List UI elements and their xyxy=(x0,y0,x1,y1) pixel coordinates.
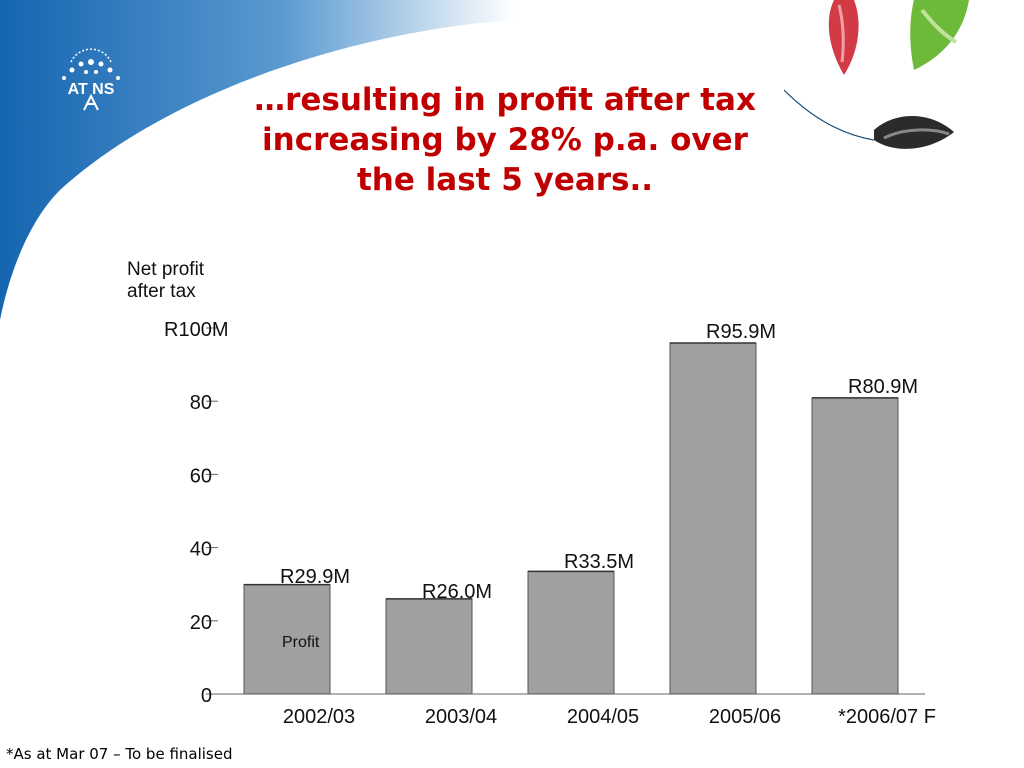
background-swoosh xyxy=(0,0,515,320)
bar xyxy=(527,570,615,695)
atns-logo: AT NS xyxy=(62,48,120,111)
data-label: R33.5M xyxy=(564,551,634,573)
y-tick-label: 80 xyxy=(190,392,212,414)
title-line-1: …resulting in profit after tax xyxy=(254,82,756,118)
slide-title: …resulting in profit after tax increasin… xyxy=(200,80,810,200)
x-tick-label: 2003/04 xyxy=(425,706,497,728)
y-tick-label: 0 xyxy=(201,685,212,707)
x-tick-label: 2002/03 xyxy=(283,706,355,728)
x-tick-label: 2004/05 xyxy=(567,706,639,728)
data-label: R29.9M xyxy=(280,566,350,588)
bar xyxy=(811,397,899,695)
bar xyxy=(243,584,331,695)
data-label: R26.0M xyxy=(422,581,492,603)
title-line-3: the last 5 years.. xyxy=(356,162,654,198)
title-line-2: increasing by 28% p.a. over xyxy=(262,122,748,158)
x-tick-label: 2005/06 xyxy=(709,706,781,728)
logo-text: AT NS xyxy=(68,81,115,98)
y-tick-label: 20 xyxy=(190,612,212,634)
footnote: *As at Mar 07 – To be finalised xyxy=(6,745,233,763)
y-tick-label: 60 xyxy=(190,465,212,487)
y-tick-label: R100M xyxy=(164,319,228,341)
bar xyxy=(385,598,473,695)
bar xyxy=(669,342,757,695)
bar-annotation: Profit xyxy=(282,634,320,651)
y-axis-title-line-1: Net profit xyxy=(127,259,205,280)
y-tick-label: 40 xyxy=(190,539,212,561)
y-axis-title-line-2: after tax xyxy=(127,281,196,302)
decorative-leaves xyxy=(784,0,969,149)
data-label: R95.9M xyxy=(706,321,776,343)
x-tick-label: *2006/07 F xyxy=(838,706,936,728)
data-label: R80.9M xyxy=(848,376,918,398)
